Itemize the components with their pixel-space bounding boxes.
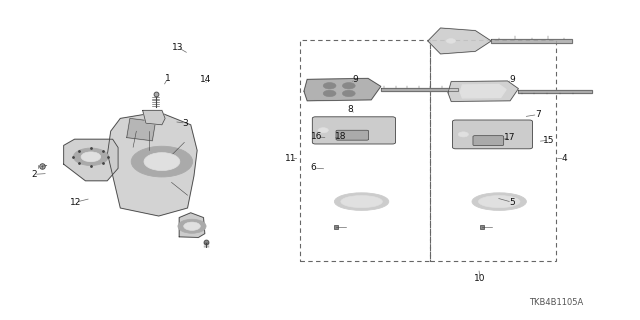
FancyBboxPatch shape — [473, 136, 504, 146]
Text: 9: 9 — [353, 75, 358, 84]
Circle shape — [131, 146, 193, 177]
Bar — [430, 40, 556, 261]
Text: 6: 6 — [311, 164, 316, 172]
Text: 10: 10 — [474, 274, 486, 283]
Text: 17: 17 — [504, 133, 516, 142]
Polygon shape — [460, 84, 506, 98]
Text: 1: 1 — [165, 74, 170, 83]
Text: 15: 15 — [543, 136, 555, 145]
Ellipse shape — [472, 193, 527, 211]
Text: 5: 5 — [509, 198, 515, 207]
FancyBboxPatch shape — [312, 117, 396, 144]
Circle shape — [178, 219, 206, 233]
Circle shape — [342, 90, 355, 97]
Polygon shape — [304, 78, 381, 101]
Text: 7: 7 — [535, 110, 540, 119]
Polygon shape — [108, 112, 197, 216]
Circle shape — [144, 153, 180, 171]
Circle shape — [323, 83, 336, 89]
Text: 2: 2 — [31, 170, 36, 179]
Ellipse shape — [479, 196, 520, 208]
FancyBboxPatch shape — [336, 130, 369, 140]
Text: 11: 11 — [285, 154, 297, 163]
Polygon shape — [518, 90, 592, 93]
FancyBboxPatch shape — [452, 120, 532, 149]
Text: 3: 3 — [183, 119, 188, 128]
Bar — [300, 40, 430, 261]
Text: 12: 12 — [70, 198, 81, 207]
Text: 13: 13 — [172, 43, 184, 52]
Text: TKB4B1105A: TKB4B1105A — [529, 298, 584, 307]
Polygon shape — [179, 213, 205, 237]
Polygon shape — [63, 139, 118, 181]
Text: 4: 4 — [562, 154, 567, 163]
Circle shape — [318, 128, 328, 133]
Ellipse shape — [340, 196, 383, 208]
Polygon shape — [381, 88, 458, 91]
Polygon shape — [492, 39, 572, 43]
Circle shape — [323, 90, 336, 97]
Text: 16: 16 — [311, 132, 323, 141]
Circle shape — [342, 83, 355, 89]
Text: 8: 8 — [348, 105, 353, 114]
Circle shape — [446, 39, 456, 43]
Circle shape — [74, 148, 108, 165]
Text: 18: 18 — [335, 132, 346, 141]
Text: 9: 9 — [509, 75, 515, 84]
Ellipse shape — [334, 193, 388, 211]
Polygon shape — [127, 118, 156, 141]
Circle shape — [81, 152, 100, 162]
Polygon shape — [428, 28, 492, 54]
Polygon shape — [448, 81, 518, 101]
Circle shape — [184, 222, 200, 230]
Circle shape — [458, 132, 468, 137]
Text: 14: 14 — [200, 75, 212, 84]
Polygon shape — [143, 110, 165, 125]
